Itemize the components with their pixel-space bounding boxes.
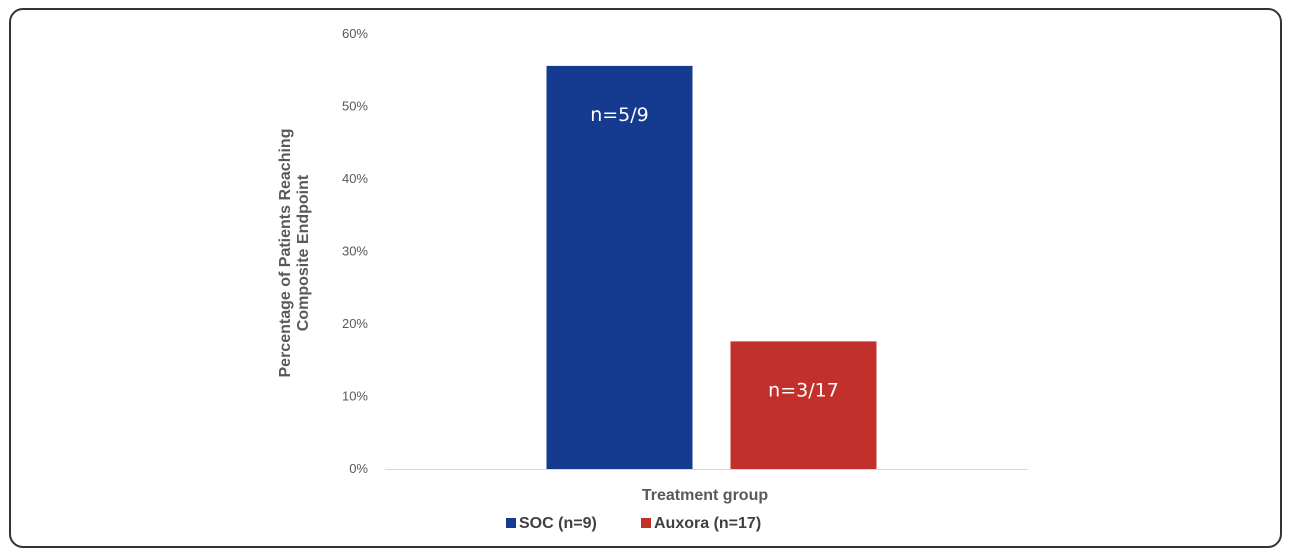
y-tick-label: 20% bbox=[342, 316, 368, 331]
bar-auxora bbox=[730, 341, 877, 469]
y-axis-ticks: 0% 10% 20% 30% 40% 50% 60% bbox=[342, 26, 368, 476]
bar-data-label: n=5/9 bbox=[590, 104, 649, 126]
y-tick-label: 0% bbox=[349, 461, 368, 476]
y-axis-title-line: Percentage of Patients Reaching bbox=[277, 129, 294, 378]
bar-soc bbox=[546, 65, 693, 470]
legend-swatch bbox=[641, 518, 651, 528]
y-tick-label: 30% bbox=[342, 244, 368, 259]
legend-swatch bbox=[506, 518, 516, 528]
legend-label: Auxora (n=17) bbox=[654, 515, 761, 532]
y-tick-label: 10% bbox=[342, 389, 368, 404]
bars bbox=[546, 65, 877, 470]
legend-label: SOC (n=9) bbox=[519, 515, 597, 532]
y-tick-label: 40% bbox=[342, 171, 368, 186]
x-axis-title: Treatment group bbox=[642, 487, 768, 504]
bar-data-label: n=3/17 bbox=[768, 379, 839, 401]
y-tick-label: 60% bbox=[342, 26, 368, 41]
y-tick-label: 50% bbox=[342, 99, 368, 114]
legend: SOC (n=9) Auxora (n=17) bbox=[506, 515, 761, 532]
y-axis-title: Percentage of Patients ReachingComposite… bbox=[277, 129, 312, 378]
bar-data-labels: n=5/9 n=3/17 bbox=[590, 104, 839, 401]
y-axis-title-line: Composite Endpoint bbox=[295, 174, 312, 331]
